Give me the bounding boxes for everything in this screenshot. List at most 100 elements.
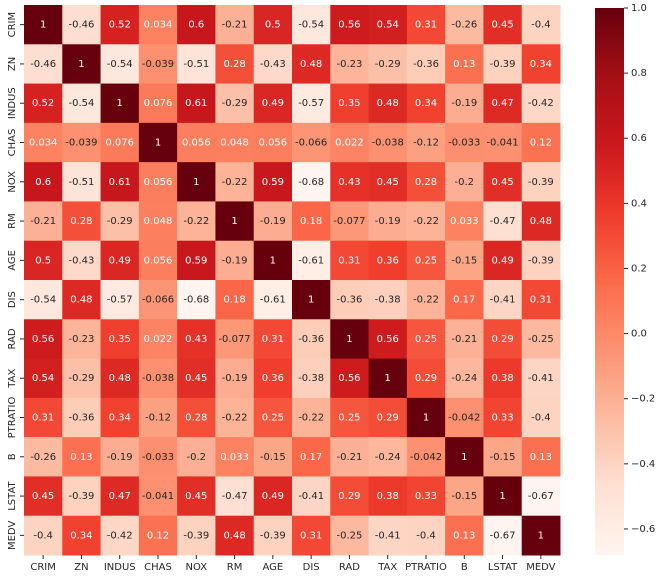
heatmap-cell xyxy=(406,122,446,163)
y-tick-label: NOX xyxy=(7,171,18,193)
cell-label: -0.43 xyxy=(260,59,286,70)
cell-label: 0.33 xyxy=(415,491,437,502)
x-tick-label: B xyxy=(461,562,468,573)
heatmap-cell xyxy=(445,476,484,517)
heatmap-cell xyxy=(521,437,561,477)
cell-label: 0.5 xyxy=(265,20,281,31)
y-tick-label: RM xyxy=(7,213,18,229)
heatmap-cell xyxy=(292,240,331,281)
cell-label: -0.36 xyxy=(413,59,439,70)
cell-label: -0.23 xyxy=(336,59,362,70)
cell-label: 0.56 xyxy=(338,20,360,31)
heatmap-cell xyxy=(215,122,255,163)
heatmap-cell xyxy=(62,5,102,45)
heatmap-cell xyxy=(521,280,561,320)
heatmap-cell xyxy=(62,476,102,517)
heatmap-cell xyxy=(368,5,408,45)
cell-label: -0.039 xyxy=(142,59,174,70)
heatmap-cell xyxy=(215,5,255,45)
heatmap-cell xyxy=(330,162,370,202)
heatmap-cell xyxy=(521,240,561,281)
heatmap-cell xyxy=(521,83,561,124)
cell-label: 1 xyxy=(270,255,276,266)
cell-label: 0.033 xyxy=(220,452,249,463)
cell-label: 0.13 xyxy=(70,452,92,463)
cell-label: -0.22 xyxy=(222,177,248,188)
heatmap-cell xyxy=(330,437,370,477)
cell-label: 1 xyxy=(40,20,46,31)
cell-label: -0.26 xyxy=(30,452,56,463)
heatmap-cell xyxy=(215,44,255,85)
cell-label: -0.22 xyxy=(413,295,439,306)
cell-label: -0.24 xyxy=(375,452,401,463)
cell-label: -0.54 xyxy=(107,59,133,70)
cell-label: 0.28 xyxy=(185,413,207,424)
heatmap-cell xyxy=(253,437,293,477)
cell-label: -0.19 xyxy=(375,216,401,227)
heatmap-cell xyxy=(368,280,408,320)
colorbar-tick-label: 0.2 xyxy=(631,263,647,274)
heatmap-cell xyxy=(406,437,446,477)
heatmap-cell xyxy=(292,5,331,45)
cell-label: -0.25 xyxy=(528,334,554,345)
heatmap-cell xyxy=(330,201,370,242)
heatmap-cell xyxy=(138,319,178,360)
heatmap-cell xyxy=(138,44,178,85)
cell-label: 0.022 xyxy=(335,138,364,149)
cell-label: 0.35 xyxy=(109,334,131,345)
heatmap-cell xyxy=(62,44,102,85)
cell-label: -0.39 xyxy=(68,491,94,502)
x-tick-label: AGE xyxy=(262,562,283,573)
heatmap-cell xyxy=(62,358,102,399)
colorbar-tick-label: 1.0 xyxy=(631,3,647,14)
heatmap-cell xyxy=(177,437,216,477)
heatmap-cell xyxy=(24,358,63,399)
heatmap-cell xyxy=(483,44,523,85)
heatmap-cell xyxy=(483,515,523,556)
heatmap-cell xyxy=(215,240,255,281)
heatmap-cell xyxy=(100,201,140,242)
cell-label: -0.21 xyxy=(30,216,56,227)
heatmap-cell xyxy=(483,319,523,360)
cell-label: 0.45 xyxy=(32,491,54,502)
heatmap-cell xyxy=(62,122,102,163)
heatmap-cell xyxy=(215,280,255,320)
cell-label: 0.43 xyxy=(185,334,207,345)
heatmap-cell xyxy=(445,280,484,320)
heatmap-cell xyxy=(292,162,331,202)
cell-label: -0.36 xyxy=(68,413,94,424)
cell-label: 0.28 xyxy=(415,177,437,188)
heatmap-cell xyxy=(483,122,523,163)
heatmap-cell xyxy=(483,476,523,517)
cell-label: -0.57 xyxy=(107,295,133,306)
cell-label: 0.5 xyxy=(35,255,51,266)
heatmap-cell xyxy=(406,240,446,281)
cell-label: -0.15 xyxy=(490,452,516,463)
heatmap-cell xyxy=(215,83,255,124)
heatmap-cell xyxy=(292,476,331,517)
heatmap-cell xyxy=(521,44,561,85)
cell-label: -0.19 xyxy=(451,98,477,109)
heatmap-cell xyxy=(368,44,408,85)
cell-label: -0.42 xyxy=(107,530,133,541)
heatmap-cell xyxy=(100,44,140,85)
heatmap-cell xyxy=(406,280,446,320)
cell-label: -0.61 xyxy=(298,255,324,266)
heatmap-cell xyxy=(292,515,331,556)
cell-label: -0.36 xyxy=(336,295,362,306)
heatmap-cell xyxy=(406,476,446,517)
cell-label: -0.23 xyxy=(68,334,94,345)
cell-label: 0.38 xyxy=(377,491,399,502)
x-tick-label: TAX xyxy=(377,562,397,573)
heatmap-cell xyxy=(445,319,484,360)
heatmap-cell xyxy=(177,162,216,202)
heatmap-cell xyxy=(138,476,178,517)
cell-label: 0.6 xyxy=(35,177,51,188)
heatmap-cell xyxy=(330,358,370,399)
cell-label: -0.47 xyxy=(490,216,516,227)
cell-label: -0.42 xyxy=(528,98,554,109)
heatmap-cell xyxy=(62,201,102,242)
heatmap-cell xyxy=(177,5,216,45)
heatmap-cell xyxy=(445,83,484,124)
heatmap-cell xyxy=(253,83,293,124)
